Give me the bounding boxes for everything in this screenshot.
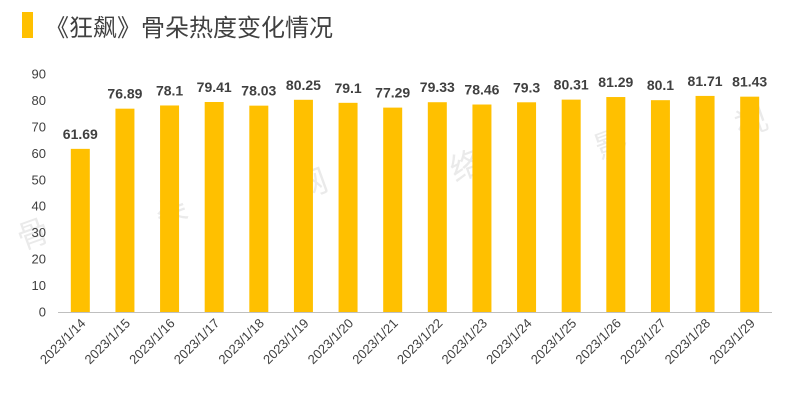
data-label: 79.33	[420, 79, 455, 95]
bars	[70, 95, 760, 313]
bar	[338, 102, 358, 312]
y-tick-label: 90	[32, 67, 46, 82]
data-label: 79.41	[197, 79, 232, 95]
y-axis: 0 10 20 30 40 50 60 70 80 90	[32, 67, 46, 320]
data-label: 77.29	[375, 85, 410, 101]
data-label: 81.29	[598, 74, 633, 90]
data-label: 79.1	[334, 80, 361, 96]
data-label: 78.1	[156, 82, 183, 98]
bar	[606, 97, 626, 312]
bar	[293, 99, 313, 313]
data-label: 78.03	[241, 83, 276, 99]
data-labels: 61.69 76.89 78.1 79.41 78.03 80.25 79.1 77.29 79…	[63, 73, 768, 142]
bar	[740, 96, 760, 312]
x-tick-label: 2023/1/26	[572, 316, 624, 368]
x-tick-label: 2023/1/23	[439, 316, 491, 368]
y-tick-label: 30	[32, 225, 46, 240]
x-tick-label: 2023/1/18	[215, 316, 267, 368]
data-label: 80.25	[286, 77, 321, 93]
x-tick-label: 2023/1/24	[483, 316, 535, 368]
data-label: 78.46	[464, 82, 499, 98]
bar	[695, 95, 715, 312]
x-tick-label: 2023/1/17	[171, 316, 223, 368]
data-label: 81.43	[732, 74, 767, 90]
y-tick-label: 70	[32, 119, 46, 134]
bar	[70, 148, 90, 312]
y-tick-label: 60	[32, 146, 46, 161]
y-tick-label: 0	[39, 305, 46, 320]
y-tick-label: 50	[32, 172, 46, 187]
x-axis: 2023/1/142023/1/152023/1/162023/1/172023…	[37, 316, 758, 368]
y-tick-label: 10	[32, 278, 46, 293]
x-tick-label: 2023/1/25	[528, 316, 580, 368]
y-tick-label: 40	[32, 199, 46, 214]
y-tick-label: 20	[32, 252, 46, 267]
x-tick-label: 2023/1/15	[82, 316, 134, 368]
x-tick-label: 2023/1/14	[37, 316, 89, 368]
data-label: 79.3	[513, 79, 540, 95]
x-tick-label: 2023/1/19	[260, 316, 312, 368]
data-label: 80.31	[554, 77, 589, 93]
bar	[472, 104, 492, 312]
x-tick-label: 2023/1/28	[662, 316, 714, 368]
x-tick-label: 2023/1/21	[349, 316, 401, 368]
bar	[517, 102, 537, 312]
chart-title: 《狂飙》骨朵热度变化情况	[45, 13, 333, 42]
data-label: 76.89	[107, 86, 142, 102]
data-label: 61.69	[63, 126, 98, 142]
bar	[115, 108, 135, 312]
bar	[204, 102, 224, 312]
chart-title-area: 《狂飙》骨朵热度变化情况	[22, 8, 333, 42]
bar	[561, 99, 581, 312]
x-tick-label: 2023/1/27	[617, 316, 669, 368]
bar	[427, 102, 447, 313]
bar	[650, 100, 670, 313]
title-marker	[22, 12, 33, 38]
bar	[383, 107, 403, 312]
x-tick-label: 2023/1/29	[706, 316, 758, 368]
bar	[249, 105, 269, 313]
x-tick-label: 2023/1/16	[126, 316, 178, 368]
y-tick-label: 80	[32, 93, 46, 108]
data-label: 80.1	[647, 77, 674, 93]
data-label: 81.71	[688, 73, 723, 89]
x-tick-label: 2023/1/22	[394, 316, 446, 368]
bar	[160, 105, 180, 312]
x-tick-label: 2023/1/20	[305, 316, 357, 368]
